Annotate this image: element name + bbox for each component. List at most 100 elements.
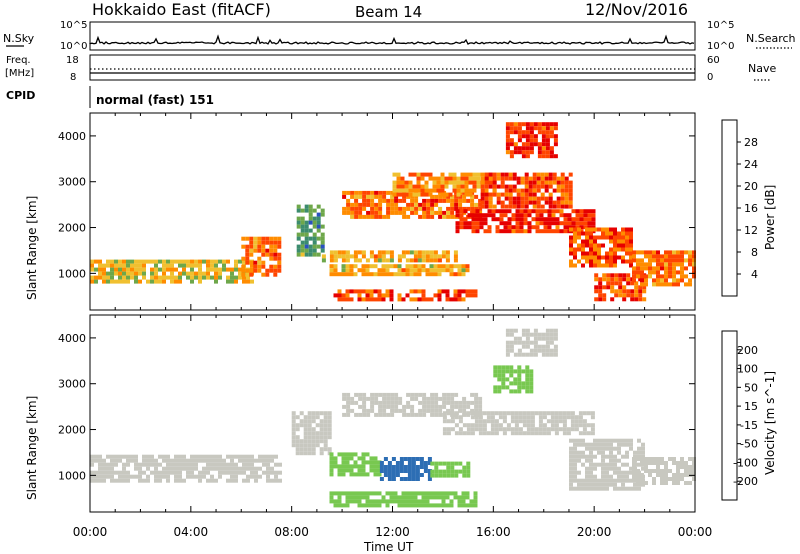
heatmap-cell	[540, 176, 545, 181]
heatmap-cell	[242, 458, 246, 463]
heatmap-cell	[605, 446, 609, 451]
heatmap-cell	[412, 184, 417, 189]
heatmap-cell	[378, 400, 383, 405]
heatmap-cell	[242, 478, 246, 483]
heatmap-cell	[415, 469, 420, 473]
heatmap-cell	[118, 279, 122, 284]
heatmap-cell	[333, 272, 338, 277]
heatmap-cell	[490, 411, 495, 416]
heatmap-cell	[392, 188, 397, 193]
heatmap-cell	[548, 200, 553, 205]
heatmap-cell	[374, 206, 379, 211]
heatmap-cell	[396, 184, 401, 189]
heatmap-cell	[353, 289, 358, 294]
heatmap-cell	[358, 202, 363, 207]
heatmap-cell	[602, 273, 607, 278]
heatmap-cell	[319, 447, 324, 452]
heatmap-cell	[632, 274, 636, 279]
heatmap-cell	[589, 235, 593, 240]
heatmap-cell	[316, 252, 321, 257]
heatmap-cell	[453, 293, 458, 298]
heatmap-cell	[341, 464, 346, 469]
heatmap-cell	[591, 213, 596, 218]
heatmap-cell	[541, 130, 546, 135]
heatmap-cell	[575, 221, 580, 226]
heatmap-cell	[455, 225, 460, 230]
heatmap-cell	[524, 188, 529, 193]
heatmap-cell	[441, 268, 446, 273]
heatmap-cell	[545, 340, 550, 345]
heatmap-cell	[357, 499, 362, 504]
heatmap-cell	[487, 213, 492, 218]
heatmap-cell	[688, 254, 692, 259]
heatmap-cell	[445, 503, 450, 508]
heatmap-cell	[445, 264, 450, 269]
heatmap-cell	[617, 478, 621, 483]
heatmap-cell	[457, 289, 462, 294]
heatmap-cell	[206, 454, 210, 459]
heatmap-cell	[544, 176, 549, 181]
heatmap-cell	[569, 263, 573, 268]
heatmap-cell	[265, 272, 270, 277]
heatmap-cell	[510, 415, 515, 420]
heatmap-cell	[594, 289, 599, 294]
heatmap-cell	[397, 293, 402, 298]
heatmap-cell	[569, 239, 573, 244]
heatmap-cell	[350, 202, 355, 207]
heatmap-cell	[483, 213, 488, 218]
heatmap-cell	[429, 250, 434, 255]
heatmap-cell	[430, 461, 435, 466]
heatmap-cell	[656, 270, 660, 275]
heatmap-cell	[637, 446, 641, 451]
heatmap-cell	[470, 400, 475, 405]
heatmap-cell	[521, 130, 526, 135]
heatmap-cell	[174, 474, 178, 479]
heatmap-cell	[370, 202, 375, 207]
heatmap-cell	[562, 415, 567, 420]
heatmap-cell	[525, 126, 530, 131]
heatmap-cell	[421, 268, 426, 273]
heatmap-cell	[413, 264, 418, 269]
heatmap-cell	[365, 272, 370, 277]
heatmap-cell	[90, 458, 94, 463]
heatmap-cell	[249, 244, 254, 249]
heatmap-cell	[387, 473, 392, 477]
heatmap-cell	[266, 458, 270, 463]
heatmap-cell	[366, 412, 371, 417]
heatmap-cell	[311, 415, 316, 420]
heatmap-cell	[605, 259, 609, 264]
heatmap-cell	[543, 229, 548, 234]
heatmap-cell	[450, 194, 455, 199]
heatmap-cell	[640, 473, 644, 477]
heatmap-cell	[202, 466, 206, 471]
heatmap-cell	[530, 411, 535, 416]
heatmap-cell	[178, 474, 182, 479]
heatmap-cell	[333, 258, 338, 263]
heatmap-cell	[428, 176, 433, 181]
heatmap-cell	[415, 477, 420, 481]
heatmap-cell	[194, 458, 198, 463]
heatmap-cell	[531, 209, 536, 214]
heatmap-cell	[621, 255, 625, 260]
heatmap-cell	[496, 172, 501, 177]
heatmap-cell	[581, 231, 585, 236]
heatmap-cell	[274, 462, 278, 467]
heatmap-cell	[550, 427, 555, 432]
heatmap-cell	[684, 481, 688, 485]
heatmap-cell	[496, 200, 501, 205]
heatmap-cell	[307, 423, 312, 428]
heatmap-cell	[581, 263, 585, 268]
heatmap-cell	[668, 258, 672, 263]
heatmap-cell	[442, 415, 447, 420]
heatmap-cell	[492, 172, 497, 177]
heatmap-cell	[471, 229, 476, 234]
heatmap-cell	[448, 172, 453, 177]
heatmap-cell	[519, 229, 524, 234]
heatmap-cell	[170, 263, 174, 268]
heatmap-cell	[253, 248, 258, 253]
heatmap-cell	[553, 332, 558, 337]
heatmap-cell	[464, 176, 469, 181]
heatmap-cell	[444, 192, 449, 197]
heatmap-cell	[601, 450, 605, 455]
